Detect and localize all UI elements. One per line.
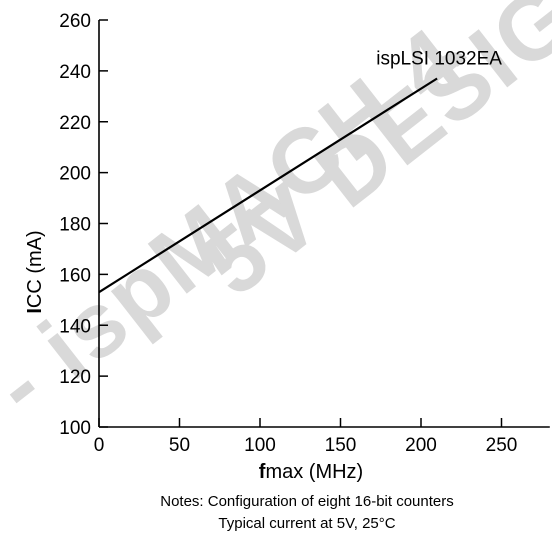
y-tick-label-160: 160 [59,265,91,286]
y-tick-label-100: 100 [59,418,91,439]
y-axis-title: ICC (mA) [24,230,46,313]
x-tick-label-0: 0 [94,435,105,456]
y-tick-label-180: 180 [59,215,91,236]
y-tick-label-260: 260 [59,11,91,32]
x-axis-title: fmax (MHz) [259,461,363,483]
x-axis-title-rest: max (MHz) [265,461,363,483]
x-tick-label-250: 250 [486,435,518,456]
y-tick-label-220: 220 [59,113,91,134]
x-tick-label-150: 150 [325,435,357,456]
series-label-0: ispLSI 1032EA [376,49,502,70]
x-axis-title-bold: f [259,461,266,483]
y-tick-label-120: 120 [59,367,91,388]
notes-line-1: Notes: Configuration of eight 16-bit cou… [160,493,454,510]
x-tick-label-200: 200 [405,435,437,456]
x-tick-label-50: 50 [169,435,190,456]
y-axis-title-bold: I [24,308,46,314]
y-axis-title-rest: CC (mA) [24,230,46,308]
series: ispLSI 1032EA [98,49,502,294]
x-tick-label-100: 100 [244,435,276,456]
series-line-0 [98,77,438,294]
y-tick-label-200: 200 [59,164,91,185]
y-tick-label-240: 240 [59,62,91,83]
y-tick-label-140: 140 [59,316,91,337]
notes-line-2: Typical current at 5V, 25°C [218,515,395,532]
ticks: 100 120 140 160 180 200 220 240 260 0 50 100 150 200 2… [59,11,517,456]
